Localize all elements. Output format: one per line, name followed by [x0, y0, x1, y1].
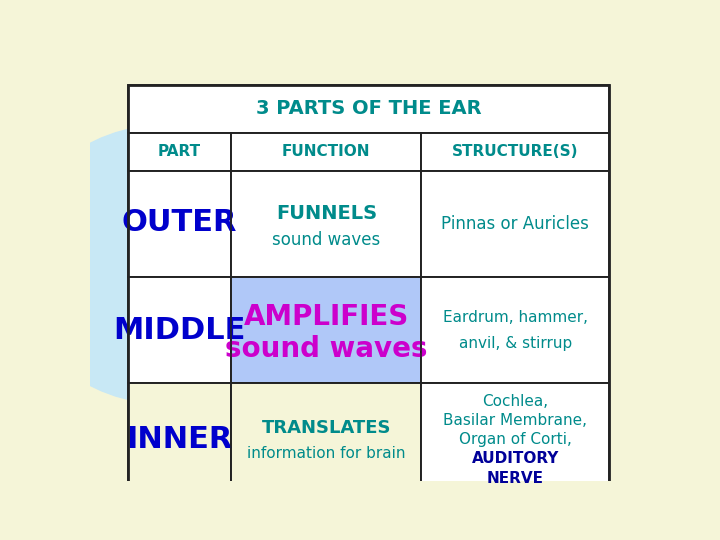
Bar: [421, 133, 609, 171]
Text: sound waves: sound waves: [272, 231, 380, 249]
Text: OUTER: OUTER: [122, 208, 238, 237]
Bar: [128, 277, 231, 383]
Text: TRANSLATES: TRANSLATES: [261, 418, 391, 436]
Bar: [231, 171, 421, 277]
Bar: [231, 277, 421, 383]
Text: FUNNELS: FUNNELS: [276, 204, 377, 223]
Text: Pinnas or Auricles: Pinnas or Auricles: [441, 215, 589, 233]
Bar: [421, 171, 609, 277]
Text: Cochlea,: Cochlea,: [482, 394, 548, 409]
Text: AUDITORY: AUDITORY: [472, 451, 559, 467]
Text: PART: PART: [158, 144, 201, 159]
Bar: [128, 171, 231, 277]
Bar: [128, 85, 609, 133]
Text: Eardrum, hammer,: Eardrum, hammer,: [443, 310, 588, 325]
Text: 3 PARTS OF THE EAR: 3 PARTS OF THE EAR: [256, 99, 481, 118]
Bar: [421, 277, 609, 383]
Text: anvil, & stirrup: anvil, & stirrup: [459, 335, 572, 350]
Bar: [128, 383, 231, 500]
Text: information for brain: information for brain: [247, 446, 405, 461]
Text: MIDDLE: MIDDLE: [114, 316, 246, 345]
Text: NERVE: NERVE: [487, 471, 544, 487]
Text: STRUCTURE(S): STRUCTURE(S): [452, 144, 578, 159]
Bar: [128, 85, 609, 500]
Text: INNER: INNER: [127, 424, 233, 454]
Bar: [231, 133, 421, 171]
Bar: [421, 383, 609, 500]
Bar: [231, 383, 421, 500]
Text: AMPLIFIES: AMPLIFIES: [244, 302, 409, 330]
Bar: [128, 133, 231, 171]
Ellipse shape: [12, 125, 324, 404]
Text: Basilar Membrane,: Basilar Membrane,: [443, 413, 587, 428]
Text: FUNCTION: FUNCTION: [282, 144, 371, 159]
Text: Organ of Corti,: Organ of Corti,: [459, 431, 572, 447]
Text: sound waves: sound waves: [225, 335, 428, 363]
